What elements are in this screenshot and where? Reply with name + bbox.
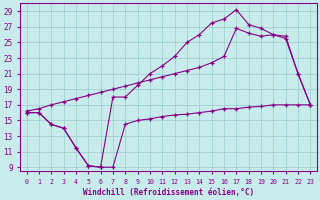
X-axis label: Windchill (Refroidissement éolien,°C): Windchill (Refroidissement éolien,°C) [83, 188, 254, 197]
